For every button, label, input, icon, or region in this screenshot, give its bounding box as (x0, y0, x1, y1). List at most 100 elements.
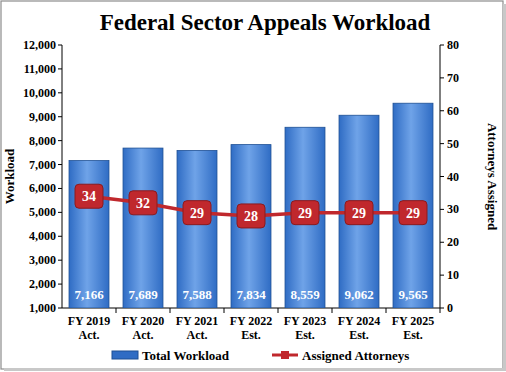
y2-tick-label: 80 (447, 38, 459, 52)
bar (285, 127, 325, 308)
line-label: 29 (352, 206, 366, 221)
y-tick-label: 10,000 (23, 86, 56, 100)
y2-tick (440, 110, 444, 111)
y2-tick (440, 275, 444, 276)
y-tick-label: 7,000 (29, 158, 56, 172)
x-tick-label-line: Act. (133, 328, 154, 342)
y2-tick (440, 308, 444, 309)
line-label: 28 (244, 209, 258, 224)
frame (1, 1, 503, 369)
y2-tick-label: 10 (447, 268, 459, 282)
x-tick-label: FY 2024Est. (338, 314, 381, 342)
line-label: 29 (298, 206, 312, 221)
y2-axis-title: Attorneys Assigned (485, 123, 500, 231)
x-tick-label-line: FY 2024 (338, 314, 381, 328)
x-tick-label-line: FY 2021 (176, 314, 219, 328)
y-tick (58, 284, 62, 285)
y-tick (58, 140, 62, 141)
x-tick-label-line: FY 2023 (284, 314, 327, 328)
y2-tick (440, 242, 444, 243)
bar (393, 103, 433, 308)
title: Federal Sector Appeals Workload (100, 10, 431, 35)
frame-shadow (4, 368, 504, 371)
x-tick-label: FY 2021Act. (176, 314, 219, 342)
bar-label: 7,588 (182, 287, 212, 302)
y2-tick (440, 176, 444, 177)
line-label-box (183, 201, 211, 225)
bar (69, 161, 109, 308)
y-tick (58, 308, 62, 309)
line-label: 29 (190, 206, 204, 221)
x-tick-label-line: FY 2019 (68, 314, 111, 328)
x-tick (116, 308, 117, 313)
x-tick-label-line: Act. (187, 328, 208, 342)
y2-tick (440, 77, 444, 78)
y-tick (58, 68, 62, 69)
y2-tick-label: 30 (447, 202, 459, 216)
y-tick (58, 236, 62, 237)
line-label-box (291, 201, 319, 225)
y-tick-label: 3,000 (29, 253, 56, 267)
data-labels: 7,1667,6897,5887,8348,5599,0629,56534322… (74, 184, 428, 302)
line-label-box (345, 201, 373, 225)
bar-label: 8,559 (290, 287, 320, 302)
x-tick-label: FY 2023Est. (284, 314, 327, 342)
y-axis-line (62, 45, 63, 308)
x-tick (440, 308, 441, 313)
y-tick (58, 164, 62, 165)
x-tick-label-line: Est. (295, 328, 315, 342)
marks (69, 103, 433, 308)
y-tick-label: 8,000 (29, 134, 56, 148)
legend-label: Total Workload (142, 348, 230, 363)
y-tick (58, 260, 62, 261)
bar (123, 148, 163, 308)
legend-swatch (112, 351, 138, 359)
line-label-box (75, 184, 103, 208)
y2-tick-label: 60 (447, 104, 459, 118)
line-label-box (237, 204, 265, 228)
y-tick (58, 116, 62, 117)
x-tick (170, 308, 171, 313)
x-tick (278, 308, 279, 313)
frame-shadow (503, 4, 506, 371)
x-tick-label-line: Est. (403, 328, 423, 342)
y-tick-label: 1,000 (29, 301, 56, 315)
y-tick (58, 92, 62, 93)
y-tick-label: 4,000 (29, 229, 56, 243)
bar (177, 150, 217, 308)
line-label-box (399, 201, 427, 225)
y2-tick (440, 143, 444, 144)
bar-label: 7,166 (74, 287, 104, 302)
y-tick-label: 9,000 (29, 110, 56, 124)
legend-marker (281, 351, 289, 359)
bar-label: 9,062 (344, 287, 373, 302)
line-label: 34 (82, 189, 96, 204)
x-tick-label: FY 2019Act. (68, 314, 111, 342)
y2-tick-label: 40 (447, 170, 459, 184)
line-label: 32 (136, 196, 150, 211)
x-tick-label-line: Est. (241, 328, 261, 342)
y-axis-title: Workload (2, 148, 17, 204)
x-tick-label-line: FY 2020 (122, 314, 165, 328)
y-tick-label: 11,000 (24, 62, 56, 76)
y2-tick-label: 50 (447, 137, 459, 151)
x-tick-label: FY 2025Est. (392, 314, 435, 342)
bar (231, 145, 271, 308)
x-tick (386, 308, 387, 313)
x-tick-label: FY 2022Est. (230, 314, 273, 342)
chart: Federal Sector Appeals Workload 1,000 2,00… (0, 0, 506, 372)
y-tick-label: 2,000 (29, 277, 56, 291)
y2-tick-label: 20 (447, 235, 459, 249)
x-tick-label-line: Act. (79, 328, 100, 342)
bar (339, 115, 379, 308)
x-tick-label: FY 2020Act. (122, 314, 165, 342)
y2-tick-label: 70 (447, 71, 459, 85)
y-tick (58, 45, 62, 46)
x-tick-label-line: FY 2025 (392, 314, 435, 328)
y-tick-label: 6,000 (29, 181, 56, 195)
x-tick-label-line: Est. (349, 328, 369, 342)
bar-label: 7,834 (236, 287, 266, 302)
legend-label: Assigned Attorneys (302, 348, 409, 363)
y2-tick (440, 209, 444, 210)
bar-label: 7,689 (128, 287, 158, 302)
